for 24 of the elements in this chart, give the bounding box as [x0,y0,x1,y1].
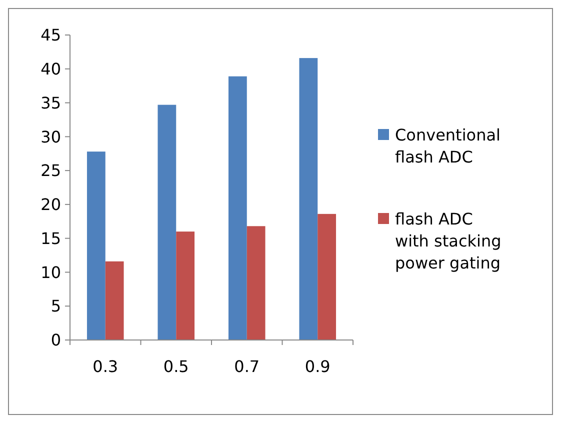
y-tick-label: 10 [40,262,61,282]
y-tick-label: 45 [40,26,61,45]
bar [105,261,124,340]
legend-label: Conventional flash ADC [395,126,500,167]
x-tick-label: 0.5 [163,357,189,376]
bar [246,226,266,340]
x-tick-label: 0.9 [304,357,330,376]
y-tick-label: 5 [50,296,61,316]
bar [176,232,195,340]
bar [318,214,336,340]
legend-label: flash ADC with stacking power gating [395,210,502,273]
bar [158,104,176,340]
x-tick-label: 0.3 [92,357,118,376]
y-tick-label: 35 [40,93,61,112]
y-tick-label: 0 [50,330,61,350]
y-tick-label: 20 [40,195,61,214]
x-tick-label: 0.7 [234,357,260,376]
bar [299,58,318,340]
y-tick-label: 25 [40,161,61,180]
y-tick-label: 15 [40,228,61,248]
y-tick-label: 30 [40,127,61,146]
y-tick-label: 40 [40,59,61,78]
bar [228,76,247,340]
bar [86,152,106,340]
